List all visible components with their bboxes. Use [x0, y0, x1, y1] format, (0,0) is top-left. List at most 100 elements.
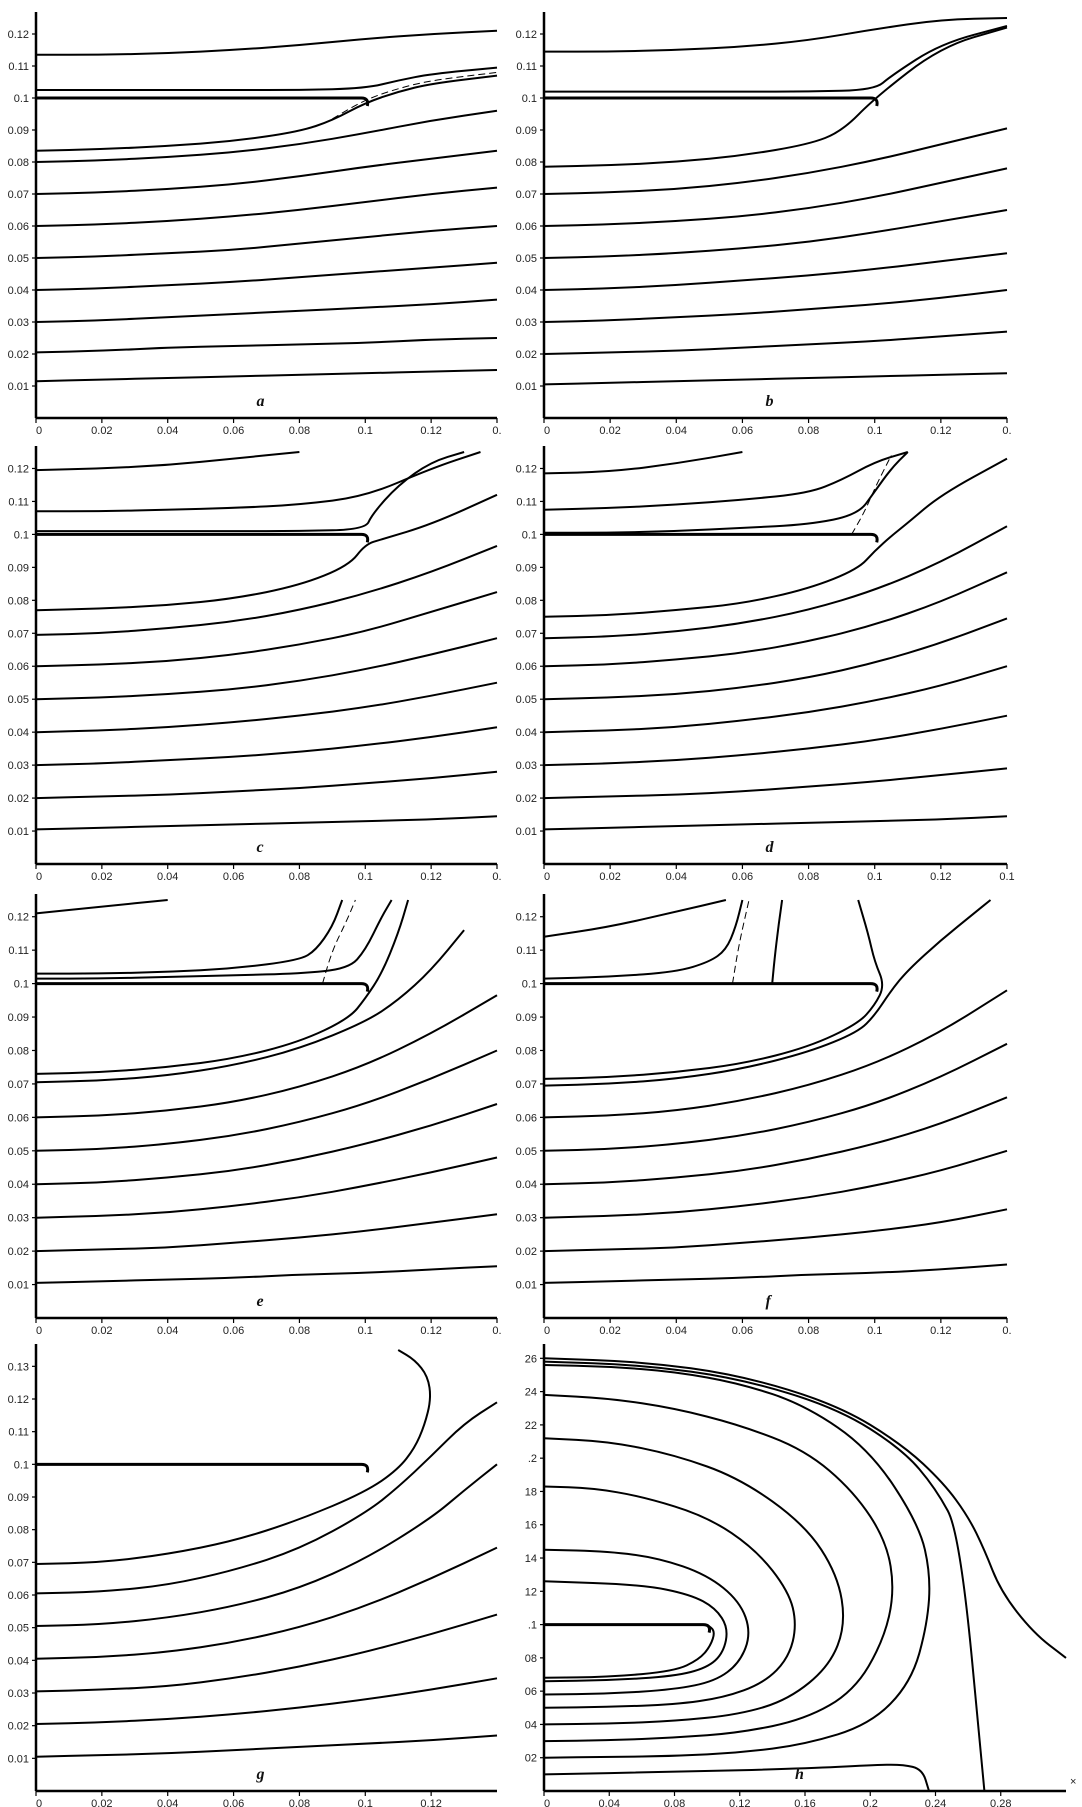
y-tick-label: .2	[528, 1453, 537, 1465]
streamline	[35, 74, 498, 152]
streamline	[35, 815, 498, 831]
y-tick-label: 0.11	[8, 1427, 29, 1439]
streamline	[543, 451, 909, 511]
x-tick-label: 0	[36, 871, 42, 883]
x-tick-label: 0.12	[930, 871, 951, 883]
streamline	[322, 899, 356, 984]
streamline	[35, 994, 498, 1119]
y-tick-label: 0.02	[8, 349, 29, 361]
y-tick-label: 0.1	[14, 1459, 29, 1471]
streamline	[543, 1580, 728, 1683]
y-tick-label: .1	[528, 1620, 537, 1632]
x-tick-label: 0.08	[798, 1325, 819, 1337]
panel-c: 0 0.02 0.04 0.06 0.08 0.1 0.12 0. 0.01 0.02 0.03 0.…	[8, 446, 502, 883]
x-tick-label: 0	[36, 425, 42, 437]
y-tick-label: 0.09	[8, 125, 29, 137]
streamline	[543, 899, 727, 938]
streamline	[543, 1096, 1008, 1186]
panel-label: e	[257, 1293, 264, 1310]
x-tick-label: 0.1	[867, 1325, 882, 1337]
y-tick-label: 0.07	[8, 189, 29, 201]
streamline	[543, 209, 1008, 259]
panel-e: 0 0.02 0.04 0.06 0.08 0.1 0.12 0. 0.01 0.02 0.03 0.…	[8, 894, 502, 1337]
streamline	[543, 989, 1008, 1119]
y-tick-label: 0.04	[8, 1655, 29, 1667]
x-tick-label: 0.	[1002, 425, 1011, 437]
plate	[36, 96, 370, 107]
y-tick-label: 0.1	[522, 93, 537, 105]
x-tick-label: 0	[544, 1798, 550, 1807]
y-tick-label: 0.06	[516, 661, 537, 673]
streamline	[543, 451, 743, 475]
panel-label: d	[766, 839, 775, 856]
y-tick-label: 0.05	[8, 1623, 29, 1635]
streamline	[543, 899, 884, 1080]
x-tick-label: 0.16	[794, 1798, 815, 1807]
y-tick-label: 0.02	[516, 1246, 537, 1258]
x-tick-label: 0.04	[666, 871, 687, 883]
y-tick-label: 0.08	[516, 157, 537, 169]
y-tick-label: 0.08	[8, 1045, 29, 1057]
x-tick-label: 0.1	[358, 1325, 373, 1337]
y-tick-label: 0.12	[516, 29, 537, 41]
y-tick-label: 0.03	[516, 317, 537, 329]
streamline	[543, 252, 1008, 291]
streamline	[35, 1156, 498, 1219]
y-tick-label: 0.13	[8, 1361, 29, 1373]
plate	[544, 982, 879, 992]
y-tick-label: 0.09	[516, 125, 537, 137]
streamline	[543, 665, 1008, 734]
y-tick-label: 0.11	[516, 945, 537, 957]
streamline	[35, 493, 498, 612]
streamline	[543, 330, 1008, 355]
x-tick-label: 0.12	[420, 871, 441, 883]
streamline	[543, 1548, 750, 1696]
x-tick-label: 0.06	[223, 871, 244, 883]
streamline	[543, 1149, 1008, 1219]
x-tick-label: 0.08	[289, 1798, 310, 1807]
panel-label: h	[795, 1766, 804, 1783]
y-tick-label: 0.01	[8, 826, 29, 838]
y-tick-label: 0.01	[8, 1753, 29, 1765]
y-tick-label: 0.12	[8, 29, 29, 41]
x-tick-label: 0.02	[91, 1798, 112, 1807]
streamline	[35, 225, 498, 259]
streamline	[543, 1263, 1008, 1284]
streamline	[36, 451, 465, 533]
streamline	[543, 167, 1008, 227]
x-tick-label: 0.02	[91, 871, 112, 883]
panel-f: 0 0.02 0.04 0.06 0.08 0.1 0.12 0. 0.01 0.02 0.03 0.…	[516, 894, 1012, 1337]
y-tick-label: 0.09	[8, 562, 29, 574]
y-tick-label: 0.04	[516, 727, 537, 739]
y-tick-label: 06	[525, 1686, 537, 1698]
plate	[544, 532, 879, 543]
y-tick-label: 0.09	[516, 1012, 537, 1024]
streamline	[36, 899, 344, 975]
y-tick-label: 0.05	[516, 1146, 537, 1158]
x-tick-label: 0.04	[666, 1325, 687, 1337]
y-tick-label: 0.07	[8, 628, 29, 640]
x-tick-label: 0.	[492, 1325, 501, 1337]
y-tick-label: 0.01	[516, 381, 537, 393]
streamline	[543, 899, 992, 1087]
streamline	[543, 457, 1008, 618]
y-tick-label: 0.12	[8, 912, 29, 924]
y-tick-label: 0.11	[8, 945, 29, 957]
y-tick-label: 0.07	[516, 189, 537, 201]
y-tick-label: 0.06	[8, 1590, 29, 1602]
x-tick-label: 0.1	[867, 871, 882, 883]
y-tick-label: 0.04	[8, 285, 29, 297]
streamline	[543, 1437, 845, 1726]
x-tick-label: 0.08	[289, 871, 310, 883]
x-tick-label: 0.12	[729, 1798, 750, 1807]
streamline	[35, 1613, 498, 1693]
y-tick-label: 0.03	[516, 760, 537, 772]
x-tick-label: 0.1	[358, 871, 373, 883]
x-tick-label: 0.08	[798, 871, 819, 883]
y-tick-label: 24	[525, 1387, 537, 1399]
y-tick-label: 0.07	[516, 628, 537, 640]
streamline	[35, 186, 498, 227]
streamline	[35, 298, 498, 323]
y-tick-label: 16	[525, 1520, 537, 1532]
streamline	[35, 337, 498, 354]
